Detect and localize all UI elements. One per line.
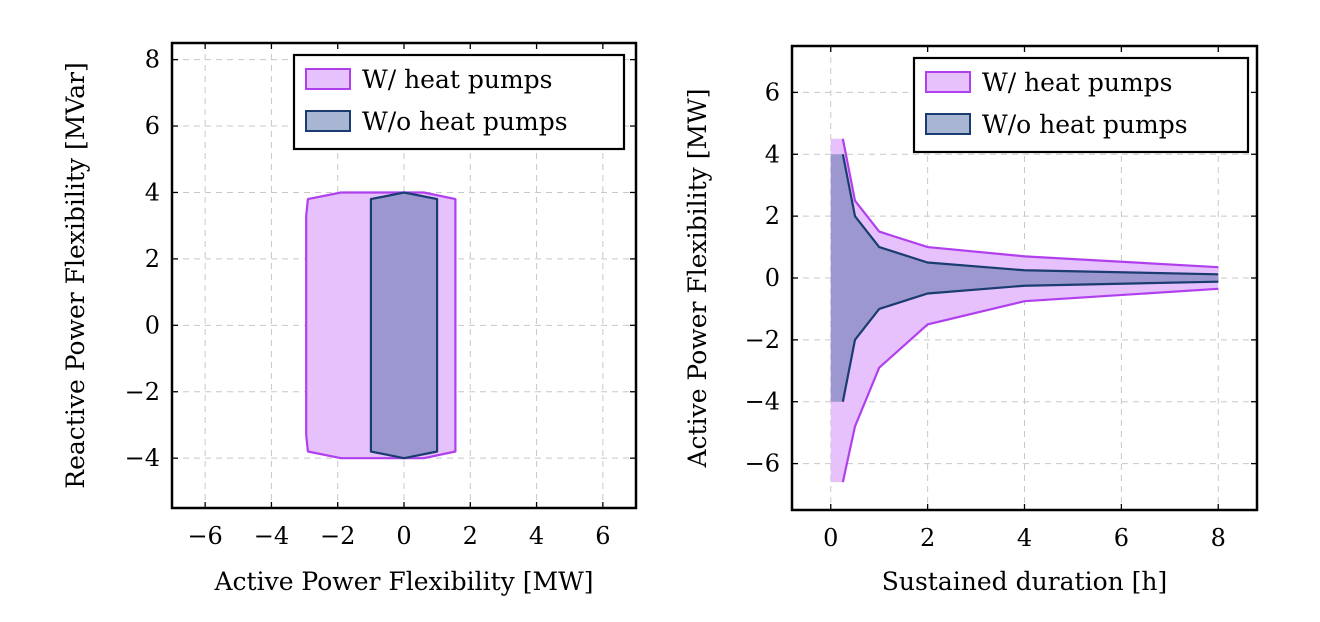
y-tick-label: 6	[145, 112, 160, 140]
legend-label: W/ heat pumps	[982, 68, 1173, 97]
lower-curve	[841, 287, 1219, 483]
y-tick-label: 0	[145, 311, 160, 339]
legend-swatch	[305, 68, 351, 90]
x-tick-label: −4	[254, 522, 289, 550]
x-tick-label: 0	[823, 524, 838, 552]
plot-areas	[830, 138, 1219, 483]
y-tick-label: 4	[765, 140, 780, 168]
legend-swatch	[925, 71, 971, 93]
y-tick-label: −6	[745, 450, 780, 478]
plot-areas	[305, 191, 457, 460]
legend-label: W/ heat pumps	[362, 65, 553, 94]
legend: W/ heat pumps W/o heat pumps	[292, 53, 626, 151]
y-tick-label: −2	[745, 326, 780, 354]
legend-label: W/o heat pumps	[362, 107, 568, 136]
x-tick-label: −6	[187, 522, 222, 550]
y-tick-label: −2	[125, 378, 160, 406]
plot-frame	[170, 41, 638, 510]
y-axis-label: Reactive Power Flexibility [MVar]	[61, 62, 90, 488]
y-tick-label: 0	[765, 264, 780, 292]
y-tick-label: 4	[145, 178, 160, 206]
y-tick-label: −4	[125, 444, 160, 472]
x-tick-label: 4	[529, 522, 544, 550]
x-axis-label: Sustained duration [h]	[882, 567, 1168, 596]
y-tick-label: 8	[145, 46, 160, 74]
y-tick-label: −4	[745, 388, 780, 416]
area-without-heat-pumps	[369, 191, 439, 460]
ticks: −6 −4 −2 0 2 4 6 −4 −2 0 2 4 6 8	[125, 43, 636, 550]
x-tick-label: 6	[595, 522, 610, 550]
chart-reactive-vs-active: −6 −4 −2 0 2 4 6 −4 −2 0 2 4 6 8 W/ heat pumps W/o hea…	[61, 41, 638, 596]
x-tick-label: 8	[1211, 524, 1226, 552]
x-tick-label: 0	[396, 522, 411, 550]
x-tick-label: 6	[1114, 524, 1129, 552]
upper-curve	[841, 154, 1219, 276]
x-tick-label: 4	[1017, 524, 1032, 552]
y-axis-label: Active Power Flexibility [MW]	[683, 88, 712, 468]
x-axis-label: Active Power Flexibility [MW]	[213, 567, 593, 596]
legend: W/ heat pumps W/o heat pumps	[912, 56, 1250, 154]
plot-frame	[790, 44, 1259, 512]
y-tick-label: 2	[765, 202, 780, 230]
area-with-heat-pumps	[830, 138, 1219, 483]
lower-curve	[841, 280, 1219, 402]
x-tick-label: 2	[920, 524, 935, 552]
area-without-heat-pumps	[830, 154, 1219, 402]
chart-active-vs-duration: 0 2 4 6 8 −6 −4 −2 0 2 4 6 W/ heat pumps W/o heat pu…	[683, 44, 1259, 596]
y-tick-label: 6	[765, 78, 780, 106]
legend-swatch	[305, 110, 351, 132]
upper-curve	[841, 138, 1219, 269]
x-tick-label: −2	[320, 522, 355, 550]
x-tick-label: 2	[463, 522, 478, 550]
y-tick-label: 2	[145, 245, 160, 273]
legend-swatch	[925, 113, 971, 135]
legend-label: W/o heat pumps	[982, 110, 1188, 139]
